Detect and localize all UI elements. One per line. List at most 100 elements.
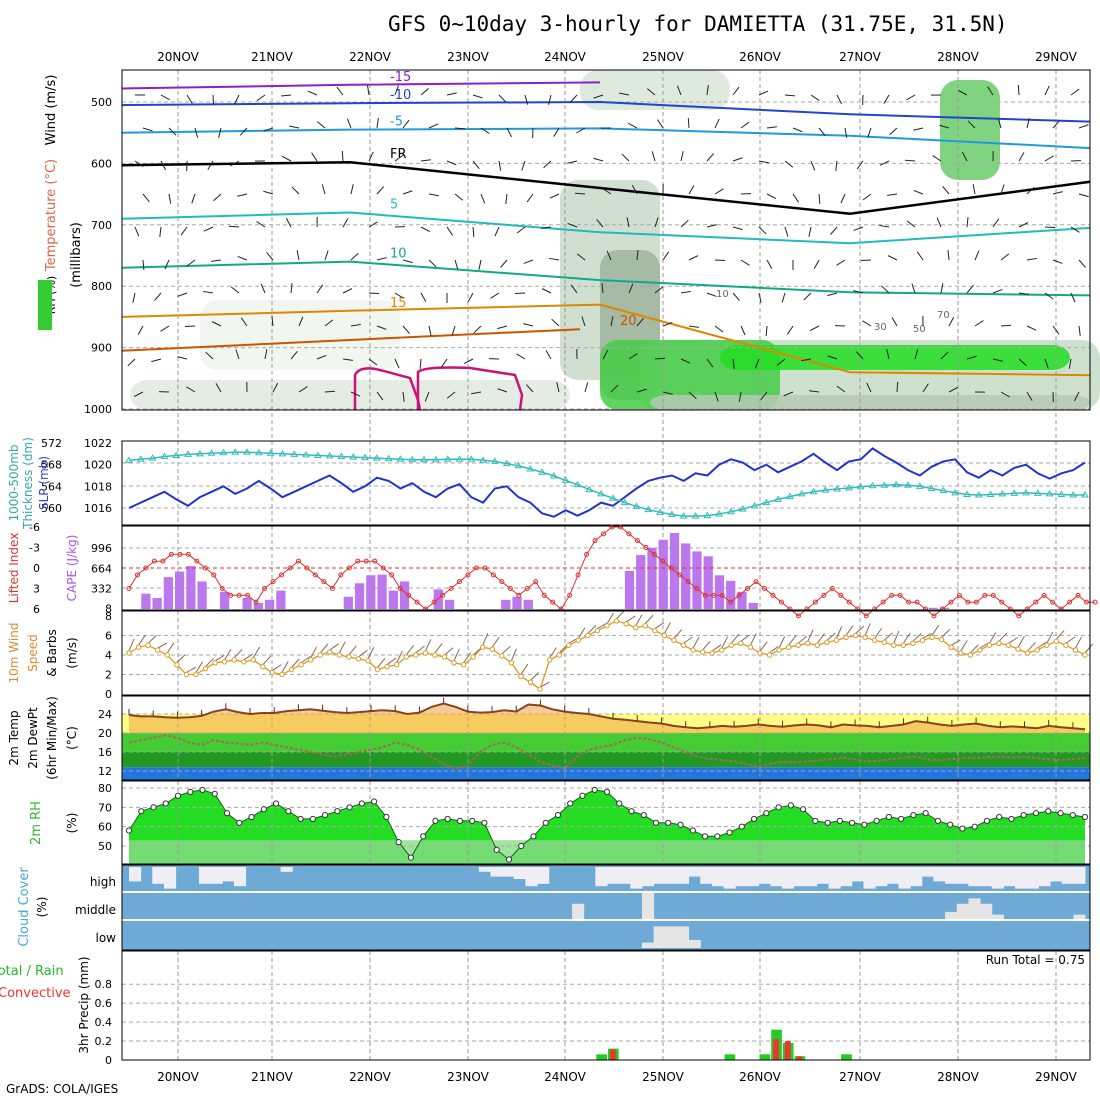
cloud-cell bbox=[222, 867, 235, 882]
wind-speed-marker bbox=[1063, 642, 1069, 648]
wind-barb bbox=[350, 323, 361, 327]
lifted-index-marker bbox=[389, 572, 395, 578]
thickness-marker bbox=[431, 455, 440, 463]
wind-speed-marker bbox=[843, 634, 849, 641]
wind-barb bbox=[424, 639, 432, 652]
wind-barb bbox=[262, 655, 272, 666]
wind-barb bbox=[211, 321, 222, 327]
rh-marker bbox=[395, 839, 402, 846]
thickness-marker bbox=[1081, 491, 1089, 498]
wind-barb bbox=[138, 634, 146, 646]
lifted-index-marker bbox=[575, 572, 581, 578]
cloud-cell bbox=[1026, 867, 1039, 889]
wind-speed-marker bbox=[260, 664, 266, 670]
wind-barb bbox=[636, 388, 647, 393]
lifted-index-marker bbox=[185, 551, 191, 557]
cloud-cell bbox=[665, 867, 678, 884]
wind-barb bbox=[596, 219, 604, 228]
cloud-cell bbox=[641, 942, 655, 948]
wind-barb bbox=[307, 90, 318, 96]
wind-speed-marker bbox=[327, 649, 333, 655]
wind-speed-marker bbox=[288, 666, 295, 673]
wind-barb bbox=[263, 190, 274, 195]
slp-tick-label: 1022 bbox=[84, 437, 112, 450]
rh-marker bbox=[518, 842, 525, 850]
thickness-marker bbox=[455, 455, 464, 462]
wind-barb bbox=[912, 633, 922, 642]
lifted-index-tick-label: 6 bbox=[33, 603, 40, 616]
wind-barb bbox=[260, 283, 266, 294]
wind-barb bbox=[310, 646, 318, 659]
wind-barb bbox=[224, 648, 232, 661]
wind-barb bbox=[584, 382, 589, 393]
wind-speed-marker bbox=[556, 652, 562, 658]
precip-axis-label-1: Total / Rain bbox=[0, 964, 64, 979]
pressure-tick-label: 600 bbox=[91, 157, 112, 170]
wind-barb bbox=[874, 628, 883, 639]
wind-barb bbox=[402, 391, 405, 402]
rh-marker bbox=[211, 790, 218, 797]
wind-barb bbox=[627, 122, 638, 129]
wind-barb bbox=[809, 325, 820, 331]
cloud-cell bbox=[1073, 867, 1086, 884]
lifted-index-marker bbox=[829, 586, 835, 591]
wind-barb bbox=[732, 358, 735, 369]
wind-barb bbox=[651, 151, 656, 162]
wind-barb bbox=[997, 118, 1002, 129]
date-label-top: 22NOV bbox=[349, 50, 391, 64]
wind-barb bbox=[498, 160, 502, 171]
lifted-index-marker bbox=[982, 592, 988, 598]
cape-bar bbox=[377, 574, 387, 609]
thickness-marker bbox=[774, 495, 783, 502]
wind-speed-marker bbox=[642, 623, 648, 629]
wind-barb bbox=[732, 292, 740, 301]
thickness-marker bbox=[125, 456, 133, 463]
cloud-cell bbox=[735, 867, 748, 887]
wind-barb bbox=[521, 160, 526, 171]
lifted-index-marker bbox=[736, 592, 742, 598]
wind-speed-marker bbox=[470, 654, 476, 660]
wind-barb bbox=[730, 633, 740, 644]
wind-barb bbox=[663, 622, 671, 634]
rh-marker bbox=[910, 811, 917, 819]
thickness-marker bbox=[290, 450, 299, 457]
wind-speed-marker bbox=[814, 642, 821, 648]
wind-barb bbox=[714, 325, 724, 333]
wind-barb bbox=[317, 121, 326, 129]
wind-barb bbox=[402, 325, 410, 334]
rh-marker bbox=[849, 819, 856, 826]
thickness-marker bbox=[727, 507, 735, 515]
wind-barb bbox=[446, 226, 454, 236]
lifted-index-marker bbox=[372, 558, 378, 564]
rh-marker bbox=[800, 806, 807, 813]
wind-barb bbox=[987, 86, 994, 96]
contour-label: -15 bbox=[390, 70, 411, 85]
wind-barb bbox=[816, 633, 825, 644]
thickness-marker bbox=[738, 505, 747, 512]
wind-barb bbox=[628, 353, 638, 360]
wind-barb bbox=[862, 320, 872, 327]
rh-marker bbox=[947, 821, 954, 828]
cape-bar bbox=[692, 551, 702, 609]
lifted-index-marker bbox=[270, 579, 276, 585]
slp-tick-label: 1016 bbox=[84, 502, 112, 515]
wind-barb bbox=[827, 292, 838, 297]
lifted-index-marker bbox=[897, 592, 903, 598]
wind-barb bbox=[567, 222, 578, 228]
lifted-index-marker bbox=[906, 599, 912, 605]
cape-bar bbox=[512, 596, 522, 609]
cape-bar bbox=[714, 575, 725, 609]
lifted-index-marker bbox=[948, 599, 954, 605]
wind-speed-marker bbox=[996, 640, 1002, 646]
wind-barb bbox=[706, 224, 717, 228]
date-label-bottom: 23NOV bbox=[447, 1070, 489, 1084]
cape-bar bbox=[152, 597, 162, 609]
wind-barb bbox=[657, 119, 664, 129]
wind-barb bbox=[932, 155, 942, 162]
wind-barb bbox=[706, 292, 717, 297]
wind-barb bbox=[676, 85, 682, 96]
cape-bar bbox=[647, 547, 657, 609]
thickness-marker bbox=[1010, 489, 1019, 496]
wind-barb bbox=[913, 189, 924, 195]
thickness-marker bbox=[986, 490, 995, 497]
